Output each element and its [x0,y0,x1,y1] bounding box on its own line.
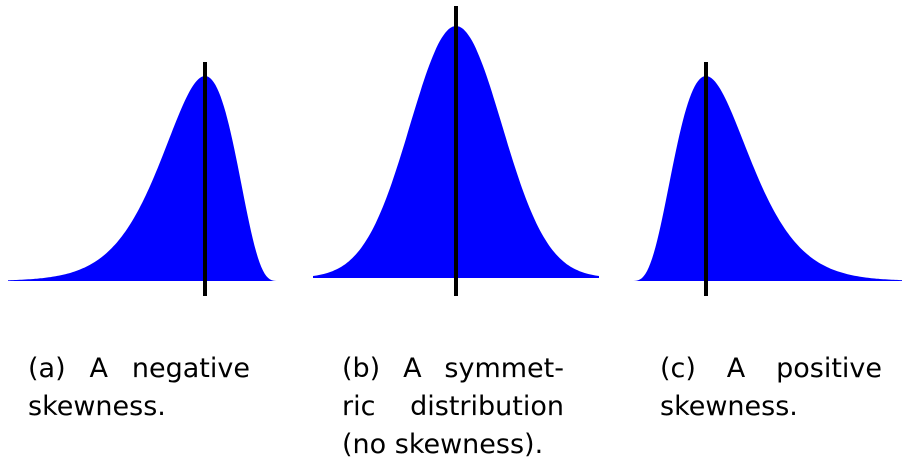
negative-skew-fill [8,76,280,281]
positive-skew-curve [630,62,902,296]
caption-symmetric: (b) A symmet- ric distribution (no skewn… [342,350,564,464]
positive-skew-fill [630,76,902,281]
negative-skew-curve [8,62,280,296]
caption-line: (b) A symmet- [342,353,564,384]
caption-line: skewness. [28,391,166,422]
caption-line: (c) A positive [660,353,882,384]
caption-positive-skew: (c) A positive skewness. [660,350,882,426]
caption-line: skewness. [660,391,798,422]
caption-line: (no skewness). [342,429,544,460]
caption-line: ric distribution [342,391,564,422]
caption-line: (a) A negative [28,353,250,384]
caption-negative-skew: (a) A negative skewness. [28,350,250,426]
symmetric-curve [313,6,599,296]
